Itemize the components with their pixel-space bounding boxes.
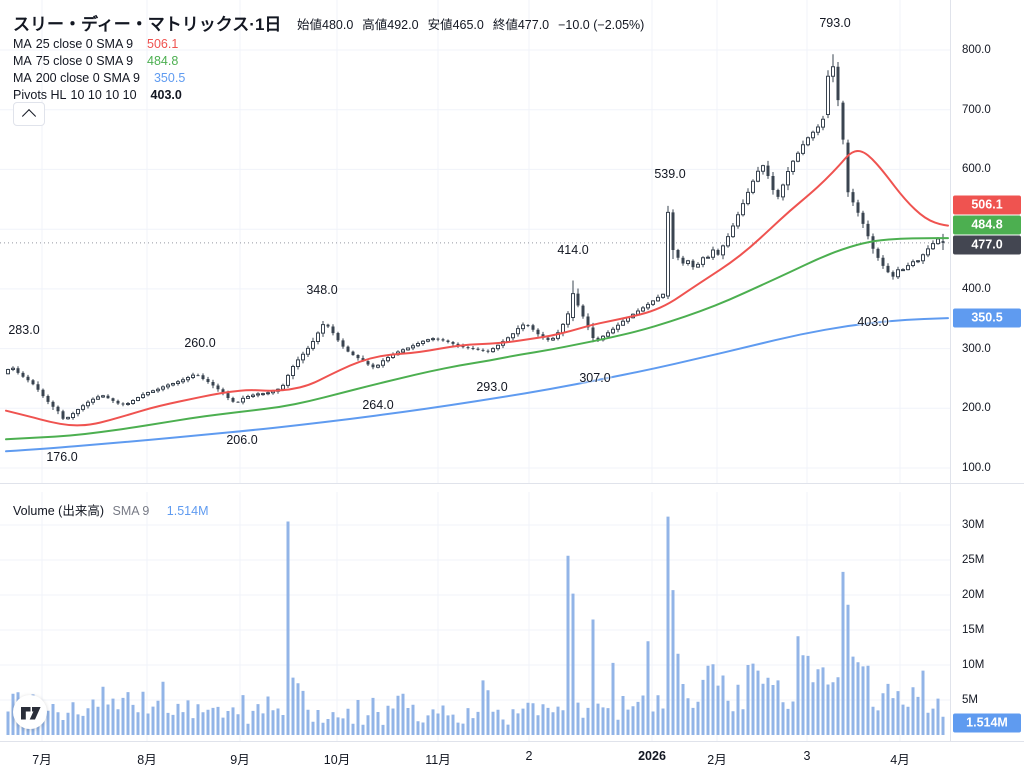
indicator-name: Pivots HL: [13, 88, 67, 102]
symbol-title[interactable]: スリー・ディー・マトリックス·1日: [13, 15, 282, 34]
price-tick-label: 700.0: [962, 103, 991, 116]
indicator-row[interactable]: MA 25 close 0 SMA 9 506.1: [13, 36, 185, 53]
chart-plot-area[interactable]: [0, 0, 950, 741]
volume-tick-label: 10M: [962, 659, 985, 671]
ohlc-readout: 始値480.0 高値492.0 安値465.0 終値477.0 −10.0 (−2.05…: [297, 14, 644, 33]
price-tick-label: 100.0: [962, 461, 991, 474]
time-axis-label: 2月: [707, 753, 727, 767]
indicator-value: 403.0: [150, 88, 182, 102]
volume-sma-label: SMA 9: [112, 504, 150, 518]
ma-200-line[interactable]: [5, 317, 949, 453]
volume-tick-label: 20M: [962, 589, 985, 601]
volume-legend-label: Volume (出来高): [13, 504, 104, 518]
indicator-params: 25 close 0 SMA 9: [35, 37, 134, 51]
ohlc-item: 高値492.0: [362, 18, 419, 32]
time-axis-label: 10月: [323, 753, 351, 767]
pivot-label: 348.0: [306, 283, 338, 297]
candles-up: [6, 66, 940, 420]
price-tick-label: 400.0: [962, 282, 991, 295]
time-axis-label: 2: [525, 749, 533, 763]
volume-legend[interactable]: Volume (出来高) SMA 9 1.514M: [13, 500, 209, 519]
volume-tick-label: 30M: [962, 519, 985, 531]
indicator-name: MA: [13, 71, 32, 85]
ma-25-line[interactable]: [5, 149, 949, 427]
pivot-label: 414.0: [557, 243, 589, 257]
volume-tick-label: 25M: [962, 554, 985, 566]
price-axis-scale[interactable]: 800.0 700.0 600.0 400.0 300.0 200.0 100.0 30M 25…: [950, 0, 1024, 741]
pivot-label: 539.0: [654, 167, 686, 181]
indicator-name: MA: [13, 54, 32, 68]
indicator-legend: MA 25 close 0 SMA 9 506.1 MA 75 close 0 SMA …: [13, 36, 185, 104]
price-badge: 477.0: [953, 235, 1021, 255]
pivot-label: 283.0: [8, 323, 40, 337]
indicator-params: 200 close 0 SMA 9: [35, 71, 140, 85]
indicator-params: 75 close 0 SMA 9: [35, 54, 134, 68]
candle-wicks: [7, 54, 944, 420]
pivot-label: 307.0: [579, 371, 611, 385]
price-badge: 350.5: [953, 308, 1021, 328]
ma-75-line[interactable]: [5, 237, 949, 441]
pivot-label: 403.0: [857, 315, 889, 329]
time-axis-label: 7月: [32, 753, 52, 767]
time-axis-scale[interactable]: 7月 8月 9月 10月 11月 2 2026 2月 3 4月: [0, 741, 1024, 774]
indicator-row[interactable]: Pivots HL 10 10 10 10 403.0: [13, 87, 185, 104]
indicator-value: 350.5: [153, 71, 186, 85]
time-axis-label: 9月: [230, 753, 250, 767]
collapse-indicators-button[interactable]: [13, 102, 45, 126]
price-badge: 1.514M: [953, 713, 1021, 733]
pivot-label: 260.0: [184, 336, 216, 350]
time-axis-label: 11月: [425, 753, 451, 767]
time-axis-label: 2026: [638, 749, 666, 763]
change-value: −10.0 (−2.05%): [558, 18, 645, 32]
price-tick-label: 300.0: [962, 342, 991, 355]
chevron-up-icon: [21, 109, 37, 124]
price-axis-divider: [950, 0, 951, 741]
indicator-value: 506.1: [147, 37, 179, 51]
price-badge: 484.8: [953, 215, 1021, 235]
indicator-row[interactable]: MA 75 close 0 SMA 9 484.8: [13, 53, 185, 70]
tradingview-logo-mark: [21, 707, 41, 720]
time-axis-label: 4月: [890, 753, 910, 767]
indicator-row[interactable]: MA 200 close 0 SMA 9 350.5: [13, 70, 185, 87]
indicator-name: MA: [13, 37, 32, 51]
pivot-label: 293.0: [476, 380, 508, 394]
ohlc-item: 安値465.0: [427, 18, 484, 32]
pivot-label: 264.0: [362, 398, 394, 412]
price-badge: 506.1: [953, 195, 1021, 215]
price-tick-label: 600.0: [962, 163, 991, 176]
tradingview-logo[interactable]: [13, 695, 47, 729]
volume-tick-label: 15M: [962, 624, 985, 636]
pane-divider[interactable]: [0, 483, 1024, 484]
volume-sma-value: 1.514M: [166, 504, 209, 518]
pivot-label: 206.0: [226, 433, 258, 447]
grid-lines: [0, 0, 950, 741]
pivot-label: 793.0: [819, 16, 851, 30]
time-axis-label: 3: [803, 749, 811, 763]
volume-tick-label: 5M: [962, 694, 978, 706]
indicator-value: 484.8: [147, 54, 179, 68]
price-tick-label: 800.0: [962, 44, 991, 57]
ohlc-item: 終値477.0: [492, 18, 550, 32]
ohlc-item: 始値480.0: [297, 18, 354, 32]
price-tick-label: 200.0: [962, 402, 991, 415]
time-axis-label: 8月: [137, 753, 157, 767]
indicator-params: 10 10 10 10: [70, 88, 137, 102]
pivot-label: 176.0: [46, 450, 78, 464]
time-axis-divider: [0, 741, 1024, 742]
